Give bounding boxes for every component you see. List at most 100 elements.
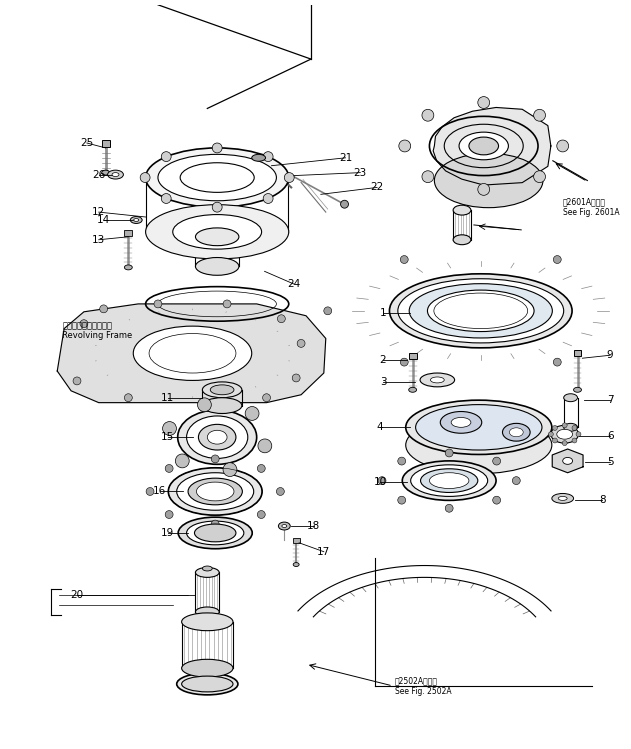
- Ellipse shape: [146, 204, 289, 259]
- Ellipse shape: [409, 387, 416, 392]
- Ellipse shape: [102, 170, 110, 175]
- Circle shape: [400, 358, 408, 366]
- Circle shape: [211, 455, 219, 463]
- Ellipse shape: [196, 482, 234, 501]
- Circle shape: [154, 300, 162, 308]
- Ellipse shape: [158, 154, 276, 201]
- Circle shape: [146, 488, 154, 495]
- Text: 21: 21: [339, 153, 352, 163]
- Ellipse shape: [182, 613, 233, 631]
- Text: 3: 3: [380, 377, 386, 387]
- Circle shape: [572, 438, 577, 443]
- Ellipse shape: [108, 170, 124, 179]
- Ellipse shape: [196, 228, 239, 246]
- Ellipse shape: [406, 416, 552, 473]
- Circle shape: [553, 255, 561, 264]
- Circle shape: [223, 300, 231, 308]
- Ellipse shape: [563, 423, 577, 431]
- Text: 2: 2: [380, 355, 386, 366]
- Circle shape: [212, 202, 222, 212]
- Ellipse shape: [451, 417, 471, 428]
- Ellipse shape: [420, 373, 454, 386]
- Text: 9: 9: [607, 351, 613, 360]
- Circle shape: [276, 488, 285, 495]
- Bar: [102, 140, 110, 147]
- Circle shape: [534, 109, 545, 121]
- Circle shape: [630, 307, 631, 315]
- Ellipse shape: [453, 205, 471, 215]
- Ellipse shape: [198, 425, 236, 450]
- Circle shape: [245, 407, 259, 420]
- Bar: [124, 230, 133, 236]
- Text: 14: 14: [97, 215, 110, 225]
- Text: 23: 23: [354, 168, 367, 178]
- Bar: [409, 354, 416, 360]
- Ellipse shape: [134, 219, 139, 222]
- Ellipse shape: [252, 154, 266, 161]
- Circle shape: [257, 464, 265, 473]
- Ellipse shape: [194, 524, 236, 542]
- Ellipse shape: [182, 676, 233, 692]
- Circle shape: [562, 440, 567, 446]
- Circle shape: [557, 140, 569, 152]
- Ellipse shape: [411, 465, 488, 497]
- Text: 7: 7: [607, 395, 613, 404]
- Ellipse shape: [178, 517, 252, 549]
- Ellipse shape: [563, 394, 577, 401]
- Circle shape: [534, 171, 545, 183]
- Polygon shape: [433, 107, 551, 185]
- Text: レボルビングフレーム
Revolving Frame: レボルビングフレーム Revolving Frame: [62, 321, 133, 340]
- Ellipse shape: [182, 659, 233, 677]
- Text: 24: 24: [288, 279, 301, 289]
- Text: 4: 4: [377, 422, 384, 432]
- Ellipse shape: [203, 566, 212, 571]
- Circle shape: [140, 172, 150, 183]
- Ellipse shape: [133, 326, 252, 380]
- Circle shape: [445, 449, 453, 457]
- Circle shape: [478, 184, 490, 195]
- Circle shape: [399, 140, 411, 152]
- Circle shape: [341, 200, 348, 208]
- Text: 6: 6: [607, 431, 613, 441]
- Ellipse shape: [557, 429, 572, 439]
- Ellipse shape: [124, 265, 133, 270]
- Circle shape: [297, 339, 305, 348]
- Circle shape: [553, 358, 561, 366]
- Ellipse shape: [293, 562, 299, 566]
- Circle shape: [165, 464, 173, 473]
- Ellipse shape: [453, 234, 471, 245]
- Ellipse shape: [509, 428, 523, 437]
- Circle shape: [478, 97, 490, 109]
- Text: 17: 17: [317, 547, 331, 557]
- Circle shape: [80, 320, 88, 327]
- Circle shape: [211, 520, 219, 528]
- Circle shape: [493, 457, 500, 465]
- Circle shape: [398, 457, 406, 465]
- Ellipse shape: [403, 461, 496, 500]
- Circle shape: [400, 255, 408, 264]
- Ellipse shape: [558, 497, 567, 500]
- Text: 19: 19: [161, 528, 174, 538]
- Text: 1: 1: [380, 308, 386, 318]
- Circle shape: [165, 511, 173, 518]
- Ellipse shape: [551, 425, 579, 443]
- Ellipse shape: [177, 473, 254, 510]
- Circle shape: [262, 394, 271, 401]
- Text: 第2502A図参照
See Fig. 2502A: 第2502A図参照 See Fig. 2502A: [395, 676, 452, 696]
- Ellipse shape: [563, 458, 572, 464]
- Circle shape: [162, 193, 171, 204]
- Ellipse shape: [440, 411, 481, 433]
- Ellipse shape: [434, 154, 543, 207]
- Circle shape: [552, 438, 557, 443]
- Circle shape: [223, 463, 237, 476]
- Ellipse shape: [112, 172, 119, 177]
- Circle shape: [562, 423, 567, 428]
- Ellipse shape: [196, 607, 219, 617]
- Circle shape: [73, 377, 81, 385]
- Ellipse shape: [177, 673, 238, 695]
- Circle shape: [445, 504, 453, 512]
- Ellipse shape: [131, 216, 142, 223]
- Ellipse shape: [406, 400, 552, 455]
- Circle shape: [263, 193, 273, 204]
- Circle shape: [212, 143, 222, 153]
